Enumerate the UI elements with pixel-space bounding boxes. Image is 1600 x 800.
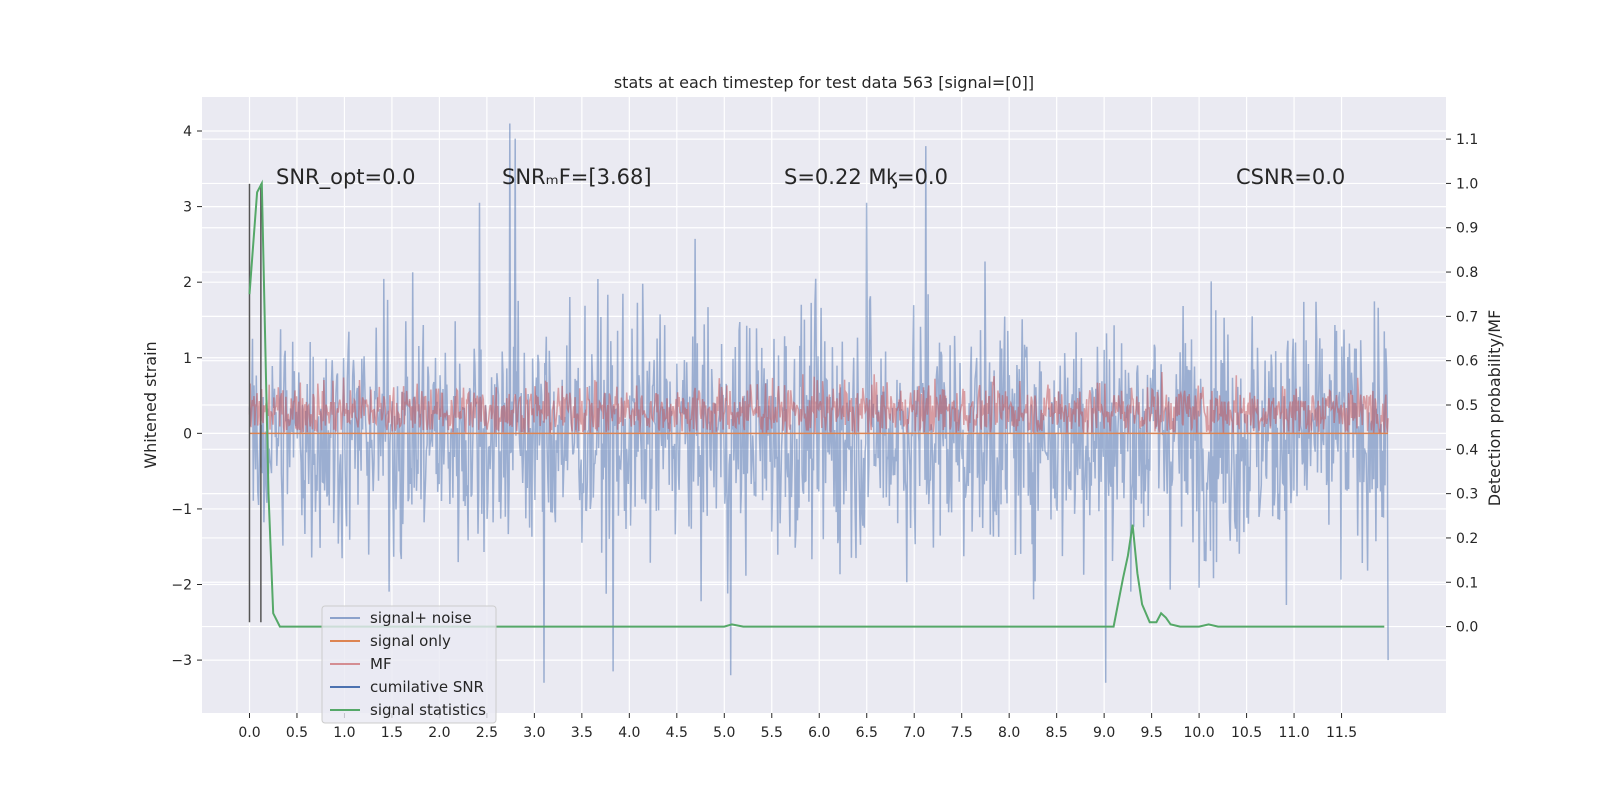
x-tick-label: 2.0 [428, 725, 450, 741]
x-tick-label: 11.0 [1278, 725, 1309, 741]
x-tick-label: 4.0 [618, 725, 640, 741]
x-tick-label: 3.0 [523, 725, 545, 741]
y-tick-label: −2 [171, 578, 192, 594]
annotation-label: SNRₘF=[3.68] [502, 165, 652, 189]
x-tick-label: 5.5 [761, 725, 783, 741]
y-tick-label: 0 [183, 426, 192, 442]
x-tick-label: 6.5 [856, 725, 878, 741]
x-tick-label: 3.5 [571, 725, 593, 741]
x-tick-label: 9.5 [1140, 725, 1162, 741]
y2-tick-label: 0.8 [1456, 265, 1478, 281]
y2-tick-label: 0.5 [1456, 398, 1478, 414]
annotation-label: CSNR=0.0 [1236, 165, 1345, 189]
x-tick-label: 5.0 [713, 725, 735, 741]
x-tick-label: 2.5 [476, 725, 498, 741]
legend-entry: cumilative SNR [370, 678, 484, 696]
y-tick-label: −1 [171, 502, 192, 518]
y-tick-label: 4 [183, 124, 192, 140]
x-tick-label: 6.0 [808, 725, 830, 741]
x-tick-label: 7.5 [951, 725, 973, 741]
annotation-label: S=0.22 Mᶄ=0.0 [784, 165, 948, 189]
y2-tick-label: 0.4 [1456, 442, 1478, 458]
y2-axis-label: Detection probability/MF [1485, 310, 1504, 507]
series-signal-statistics [248, 179, 1385, 628]
y-axis-label: Whitened strain [141, 341, 160, 468]
legend: signal+ noise signal only MF cumilative SNR… [321, 605, 497, 724]
x-tick-label: 4.5 [666, 725, 688, 741]
y2-tick-label: 0.0 [1456, 620, 1478, 636]
legend-entry: signal statistics [370, 701, 486, 719]
y2-tick-label: 0.1 [1456, 575, 1478, 591]
x-tick-label: 8.5 [1046, 725, 1068, 741]
annotation-label: SNR_opt=0.0 [276, 165, 416, 190]
y2-tick-label: 0.9 [1456, 221, 1478, 237]
y2-tick-label: 0.6 [1456, 354, 1478, 370]
y2-tick-label: 0.7 [1456, 309, 1478, 325]
x-tick-label: 1.5 [381, 725, 403, 741]
x-tick-label: 0.0 [238, 725, 260, 741]
y2-tick-label: 1.1 [1456, 132, 1478, 148]
axes: 0.0 0.5 1.0 1.5 2.0 2.5 3.0 3.5 4.0 4.5 5.0 5.5 6.0 6… [171, 124, 1478, 741]
y-tick-label: 2 [183, 275, 192, 291]
x-tick-label: 9.0 [1093, 725, 1115, 741]
y2-tick-label: 0.3 [1456, 487, 1478, 503]
x-tick-label: 10.0 [1184, 725, 1215, 741]
data-series [248, 123, 1389, 683]
annotations: SNR_opt=0.0 SNRₘF=[3.68] S=0.22 Mᶄ=0.0 CSNR… [276, 165, 1345, 190]
x-tick-label: 11.5 [1326, 725, 1357, 741]
y-tick-label: −3 [171, 653, 192, 669]
series-mf [248, 371, 1389, 436]
x-tick-label: 10.5 [1231, 725, 1262, 741]
legend-entry: signal only [370, 632, 451, 650]
y-tick-label: 3 [183, 200, 192, 216]
y2-tick-label: 1.0 [1456, 176, 1478, 192]
legend-box [321, 605, 497, 724]
legend-entry: signal+ noise [370, 609, 472, 627]
x-tick-label: 8.0 [998, 725, 1020, 741]
x-tick-label: 7.0 [903, 725, 925, 741]
x-tick-label: 1.0 [333, 725, 355, 741]
y-tick-label: 1 [183, 351, 192, 367]
y2-tick-label: 0.2 [1456, 531, 1478, 547]
x-tick-label: 0.5 [286, 725, 308, 741]
chart-title: stats at each timestep for test data 563… [614, 73, 1034, 92]
legend-entry: MF [370, 655, 392, 673]
